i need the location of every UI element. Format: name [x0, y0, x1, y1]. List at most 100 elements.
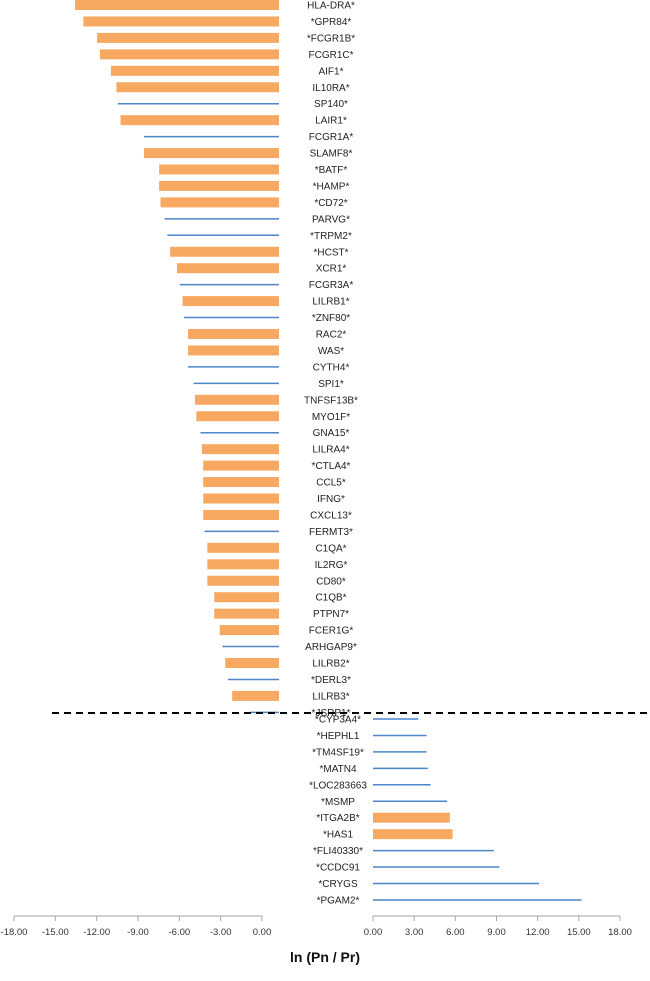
bar-cd72	[160, 197, 279, 208]
label-c1qa: C1QA*	[315, 543, 346, 554]
label-rac2: RAC2*	[316, 330, 347, 341]
left-tick-label: 0.00	[253, 927, 272, 938]
label-lair1: LAIR1*	[315, 116, 347, 127]
label-msmp: *MSMP	[321, 797, 355, 808]
label-cxcl13: CXCL13*	[310, 510, 352, 521]
left-tick-label: -3.00	[210, 927, 232, 938]
bar-was	[188, 345, 279, 356]
bar-aif1	[110, 65, 280, 76]
right-tick-label: 3.00	[405, 927, 424, 938]
right-tick-label: 0.00	[364, 927, 383, 938]
label-ctla4: *CTLA4*	[312, 461, 351, 472]
label-ifng: IFNG*	[317, 494, 345, 505]
bar-lilrb1	[182, 296, 279, 307]
label-hephl1: *HEPHL1	[317, 731, 360, 742]
label-tnfsf13b: TNFSF13B*	[304, 395, 358, 406]
bar-lair1	[120, 115, 279, 126]
label-lilrb2: LILRB2*	[312, 659, 349, 670]
left-tick-label: -18.00	[1, 927, 28, 938]
label-fli40330: *FLI40330*	[313, 846, 363, 857]
label-parvg: PARVG*	[312, 214, 350, 225]
label-fcgr1b: *FCGR1B*	[307, 33, 355, 44]
bar-il10ra	[116, 82, 279, 93]
label-loc283663: *LOC283663	[309, 780, 367, 791]
label-fermt3: FERMT3*	[309, 527, 353, 538]
bar-itga2b	[373, 812, 450, 823]
right-tick-label: 9.00	[487, 927, 506, 938]
bar-tnfsf13b	[194, 394, 279, 405]
label-hla-dra: HLA-DRA*	[307, 1, 355, 12]
label-fcgr3a: FCGR3A*	[309, 280, 354, 291]
label-ptpn7: PTPN7*	[313, 609, 349, 620]
bar-ptpn7	[214, 608, 279, 619]
left-x-axis: -18.00 -15.00 -12.00 -9.00 -6.00 -3.00 0.00	[1, 915, 272, 938]
label-sp140: SP140*	[314, 99, 348, 110]
label-trpm2: *TRPM2*	[310, 231, 352, 242]
label-has1: *HAS1	[323, 830, 353, 841]
bar-ctla4	[203, 460, 279, 471]
label-gna15: GNA15*	[313, 428, 350, 439]
bar-lilrb3	[232, 690, 279, 701]
label-cd80: CD80*	[316, 576, 346, 587]
label-il10ra: IL10RA*	[312, 83, 349, 94]
bar-il2rg	[207, 559, 279, 570]
label-matn4: *MATN4	[319, 764, 356, 775]
label-cyp3a4: *CYP3A4*	[315, 715, 361, 726]
label-fcer1g: FCER1G*	[309, 626, 354, 637]
label-gpr84: *GPR84*	[311, 17, 352, 28]
bar-gpr84	[83, 16, 279, 27]
label-lilra4: LILRA4*	[312, 445, 349, 456]
label-znf80: *ZNF80*	[312, 313, 350, 324]
label-lilrb1: LILRB1*	[312, 297, 349, 308]
bar-lilrb2	[225, 658, 279, 668]
label-slamf8: SLAMF8*	[310, 149, 353, 160]
x-axis-title: ln (Pn / Pr)	[290, 949, 360, 965]
bar-fcer1g	[219, 625, 279, 636]
label-hamp: *HAMP*	[313, 181, 350, 192]
label-myo1f: MYO1F*	[312, 412, 350, 423]
label-itga2b: *ITGA2B*	[316, 813, 359, 824]
bar-c1qa	[207, 542, 279, 553]
bar-cxcl13	[203, 509, 279, 520]
bar-rac2	[188, 329, 279, 339]
bar-hamp	[159, 180, 279, 191]
bar-xcr1	[177, 263, 279, 274]
label-aif1: AIF1*	[318, 66, 343, 77]
label-fcgr1a: FCGR1A*	[309, 132, 354, 143]
label-il2rg: IL2RG*	[315, 560, 348, 571]
left-tick-label: -9.00	[127, 927, 149, 938]
label-cd72: *CD72*	[314, 198, 347, 209]
bar-fcgr1b	[97, 32, 279, 43]
bar-ccl5	[203, 477, 279, 488]
bar-has1	[373, 829, 453, 840]
label-pgam2: *PGAM2*	[317, 895, 360, 906]
label-crygs: *CRYGS	[318, 879, 358, 890]
left-tick-label: -12.00	[83, 927, 110, 938]
label-spi1: SPI1*	[318, 379, 344, 390]
label-ccdc91: *CCDC91	[316, 863, 360, 874]
right-tick-label: 18.00	[608, 927, 632, 938]
bar-fcgr1c	[99, 49, 279, 60]
bar-batf	[159, 164, 279, 175]
label-xcr1: XCR1*	[316, 264, 347, 275]
right-panel-labels: *CYP3A4* *HEPHL1 *TM4SF19* *MATN4 *LOC283663…	[309, 715, 367, 907]
bar-hcst	[170, 246, 279, 257]
left-tick-label: -6.00	[169, 927, 191, 938]
bar-slamf8	[143, 148, 279, 159]
right-tick-label: 12.00	[526, 927, 550, 938]
label-c1qb: C1QB*	[315, 593, 346, 604]
right-tick-label: 6.00	[446, 927, 465, 938]
label-cyth4: CYTH4*	[313, 362, 350, 373]
bar-hla-dra	[75, 0, 279, 10]
bar-ifng	[203, 493, 279, 504]
bar-c1qb	[214, 592, 279, 603]
label-tm4sf19: *TM4SF19*	[312, 747, 364, 758]
label-hcst: *HCST*	[313, 247, 348, 258]
right-panel-bars	[373, 718, 582, 901]
right-tick-label: 15.00	[567, 927, 591, 938]
label-derl3: *DERL3*	[311, 675, 351, 686]
label-lilrb3: LILRB3*	[312, 691, 349, 702]
bar-cd80	[207, 575, 279, 586]
right-x-axis: 0.00 3.00 6.00 9.00 12.00 15.00 18.00	[364, 915, 632, 938]
